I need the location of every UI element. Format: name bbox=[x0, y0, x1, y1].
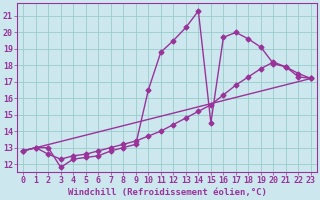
X-axis label: Windchill (Refroidissement éolien,°C): Windchill (Refroidissement éolien,°C) bbox=[68, 188, 267, 197]
